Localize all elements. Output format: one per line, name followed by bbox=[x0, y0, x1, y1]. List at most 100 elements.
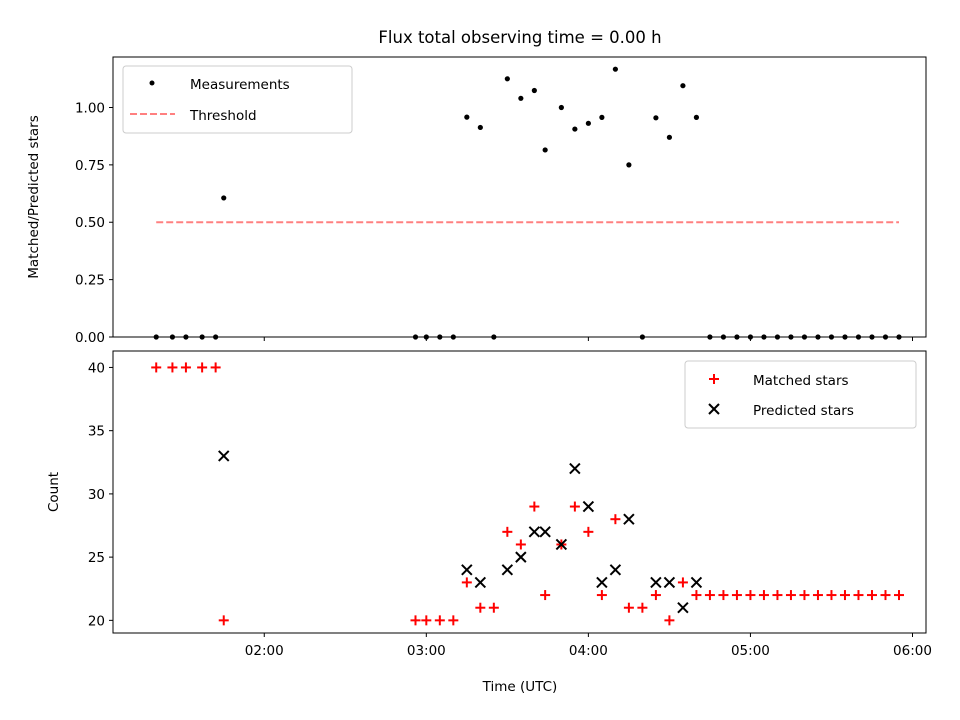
matched-stars-point bbox=[745, 590, 756, 601]
y-tick-label: 0.25 bbox=[75, 273, 105, 289]
matched-stars-point bbox=[623, 602, 634, 613]
predicted-stars-point bbox=[501, 564, 514, 576]
count-panel: 20 25 30 35 40 02:00 03:00 04:00 05:00 06:00 Cou… bbox=[46, 350, 932, 695]
matched-stars-point bbox=[799, 590, 810, 601]
predicted-stars-point bbox=[515, 551, 527, 563]
y-tick-label: 0.50 bbox=[75, 215, 105, 231]
predicted-stars-point bbox=[650, 576, 662, 589]
count-x-ticks: 02:00 03:00 04:00 05:00 06:00 bbox=[245, 633, 932, 659]
matched-stars-point bbox=[151, 362, 162, 373]
matched-stars-point bbox=[167, 362, 178, 373]
matched-stars-point bbox=[610, 514, 621, 525]
legend-marker-matched-stars bbox=[709, 374, 719, 384]
legend-marker-predicted-stars bbox=[708, 403, 720, 415]
predicted-stars-point bbox=[677, 602, 689, 614]
y-tick-label: 35 bbox=[88, 424, 105, 440]
legend-label-predicted-stars: Predicted stars bbox=[753, 403, 854, 419]
measurement-point bbox=[558, 104, 564, 111]
legend-label-measurements: Measurements bbox=[190, 77, 290, 93]
ratio-y-axis-label: Matched/Predicted stars bbox=[26, 115, 42, 278]
matched-stars-point bbox=[434, 615, 445, 626]
ratio-legend-box bbox=[122, 65, 353, 134]
measurement-point bbox=[693, 114, 700, 120]
measurement-point bbox=[518, 95, 524, 101]
y-tick-label: 0.75 bbox=[75, 158, 105, 174]
measurement-point bbox=[666, 134, 673, 140]
count-legend: Matched stars Predicted stars bbox=[684, 360, 917, 429]
matched-stars-point bbox=[785, 590, 796, 601]
matched-stars-point bbox=[210, 362, 221, 373]
x-axis-label: Time (UTC) bbox=[482, 679, 558, 695]
matched-stars-point bbox=[826, 590, 837, 601]
matched-stars-point bbox=[853, 590, 864, 601]
x-tick-label: 02:00 bbox=[245, 643, 284, 659]
ratio-legend: Measurements Threshold bbox=[122, 65, 353, 134]
legend-label-matched-stars: Matched stars bbox=[753, 373, 849, 389]
matched-stars-point bbox=[866, 590, 877, 601]
y-tick-label: 25 bbox=[88, 550, 105, 566]
y-tick-label: 1.00 bbox=[75, 100, 105, 116]
predicted-stars-point bbox=[663, 576, 676, 589]
measurement-point bbox=[531, 87, 537, 94]
matched-stars-point bbox=[421, 615, 432, 626]
count-axes-frame bbox=[112, 350, 927, 634]
matched-stars-point bbox=[488, 602, 499, 613]
matched-stars-point bbox=[880, 590, 891, 601]
matched-stars-point bbox=[540, 590, 551, 601]
matched-stars-point bbox=[758, 590, 769, 601]
predicted-stars-point bbox=[609, 564, 622, 576]
matched-stars-point bbox=[502, 526, 513, 537]
matched-stars-point bbox=[461, 577, 472, 588]
y-tick-label: 0.00 bbox=[75, 330, 105, 346]
matched-stars-point bbox=[197, 362, 208, 373]
x-tick-label: 06:00 bbox=[893, 643, 932, 659]
matched-stars-point bbox=[812, 590, 823, 601]
matched-stars-point bbox=[569, 501, 580, 512]
ratio-panel: 0.00 0.25 0.50 0.75 1.00 Matched/Predicted s… bbox=[26, 56, 927, 346]
measurement-point bbox=[626, 162, 632, 168]
matched-stars-point bbox=[448, 615, 459, 626]
x-tick-label: 05:00 bbox=[731, 643, 770, 659]
matched-stars-point bbox=[475, 602, 486, 613]
measurement-point bbox=[542, 147, 548, 153]
y-tick-label: 40 bbox=[88, 360, 105, 376]
ratio-x-ticks bbox=[263, 337, 913, 341]
measurement-point bbox=[599, 114, 605, 120]
matched-stars-point bbox=[664, 615, 675, 626]
matched-stars-point bbox=[677, 577, 688, 588]
y-tick-label: 30 bbox=[88, 487, 105, 503]
predicted-stars-point bbox=[555, 538, 568, 551]
matched-stars-point bbox=[718, 590, 729, 601]
measurement-point bbox=[504, 76, 510, 82]
predicted-stars-point bbox=[623, 513, 635, 525]
matched-stars-point bbox=[731, 590, 742, 601]
count-y-axis-label: Count bbox=[46, 472, 62, 512]
legend-marker-measurements bbox=[149, 80, 155, 86]
measurement-point bbox=[612, 66, 618, 72]
measurement-point bbox=[221, 195, 227, 201]
count-y-ticks: 20 25 30 35 40 bbox=[88, 360, 113, 629]
predicted-stars-point bbox=[539, 526, 551, 538]
matched-stars-point bbox=[637, 602, 648, 613]
predicted-stars-point bbox=[528, 526, 541, 538]
ratio-y-ticks: 0.00 0.25 0.50 0.75 1.00 bbox=[75, 100, 113, 346]
predicted-stars-point bbox=[218, 450, 230, 462]
x-tick-label: 03:00 bbox=[407, 643, 446, 659]
predicted-stars-point bbox=[690, 576, 703, 589]
measurement-point bbox=[464, 114, 470, 120]
matched-stars-point bbox=[772, 590, 783, 601]
matched-stars-point bbox=[691, 590, 702, 601]
matched-stars-point bbox=[529, 501, 540, 512]
matched-stars-point bbox=[839, 590, 850, 601]
x-tick-label: 04:00 bbox=[569, 643, 608, 659]
matched-stars-point bbox=[704, 590, 715, 601]
matched-stars-point bbox=[893, 590, 904, 601]
matched-stars-point bbox=[650, 590, 661, 601]
matched-stars-point bbox=[410, 615, 421, 626]
measurement-point bbox=[585, 120, 591, 126]
matched-stars-point bbox=[515, 539, 526, 550]
count-legend-box bbox=[684, 360, 917, 429]
ratio-axes-frame bbox=[112, 56, 927, 338]
matched-stars-point bbox=[583, 526, 594, 537]
predicted-stars-point bbox=[582, 500, 595, 513]
